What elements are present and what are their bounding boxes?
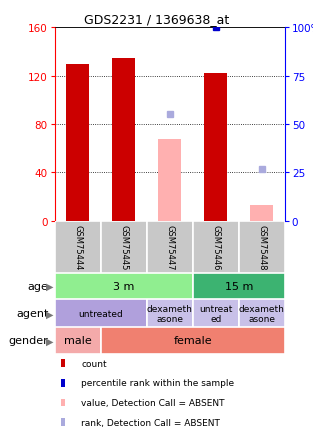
Bar <box>193 221 239 273</box>
Text: value, Detection Call = ABSENT: value, Detection Call = ABSENT <box>81 398 225 407</box>
Bar <box>147 299 193 328</box>
Bar <box>239 221 285 273</box>
Text: untreat
ed: untreat ed <box>199 304 233 323</box>
Bar <box>101 328 285 354</box>
Text: GSM75448: GSM75448 <box>257 225 266 270</box>
Text: 3 m: 3 m <box>113 282 135 291</box>
Bar <box>55 299 147 328</box>
Bar <box>193 299 239 328</box>
Text: female: female <box>173 336 212 345</box>
Text: dexameth
asone: dexameth asone <box>147 304 193 323</box>
Text: agent: agent <box>16 309 49 319</box>
Bar <box>239 299 285 328</box>
Text: ▶: ▶ <box>46 282 53 291</box>
Text: GSM75444: GSM75444 <box>73 225 82 270</box>
Bar <box>55 273 193 299</box>
Text: untreated: untreated <box>79 309 123 318</box>
Bar <box>55 328 101 354</box>
Text: rank, Detection Call = ABSENT: rank, Detection Call = ABSENT <box>81 418 220 427</box>
Bar <box>66 64 89 221</box>
Text: 15 m: 15 m <box>225 282 253 291</box>
Bar <box>112 59 135 221</box>
Text: percentile rank within the sample: percentile rank within the sample <box>81 378 234 388</box>
Text: GSM75445: GSM75445 <box>119 225 128 270</box>
Text: GSM75446: GSM75446 <box>211 225 220 270</box>
Text: GDS2231 / 1369638_at: GDS2231 / 1369638_at <box>84 13 229 26</box>
Bar <box>147 221 193 273</box>
Bar <box>250 206 273 221</box>
Bar <box>101 221 147 273</box>
Text: ▶: ▶ <box>46 336 53 345</box>
Bar <box>55 221 101 273</box>
Bar <box>204 74 227 221</box>
Bar <box>193 273 285 299</box>
Text: male: male <box>64 336 92 345</box>
Text: gender: gender <box>9 336 49 345</box>
Text: count: count <box>81 359 107 368</box>
Text: dexameth
asone: dexameth asone <box>239 304 285 323</box>
Text: age: age <box>28 282 49 291</box>
Bar <box>158 139 181 221</box>
Text: GSM75447: GSM75447 <box>165 225 174 270</box>
Text: ▶: ▶ <box>46 309 53 319</box>
